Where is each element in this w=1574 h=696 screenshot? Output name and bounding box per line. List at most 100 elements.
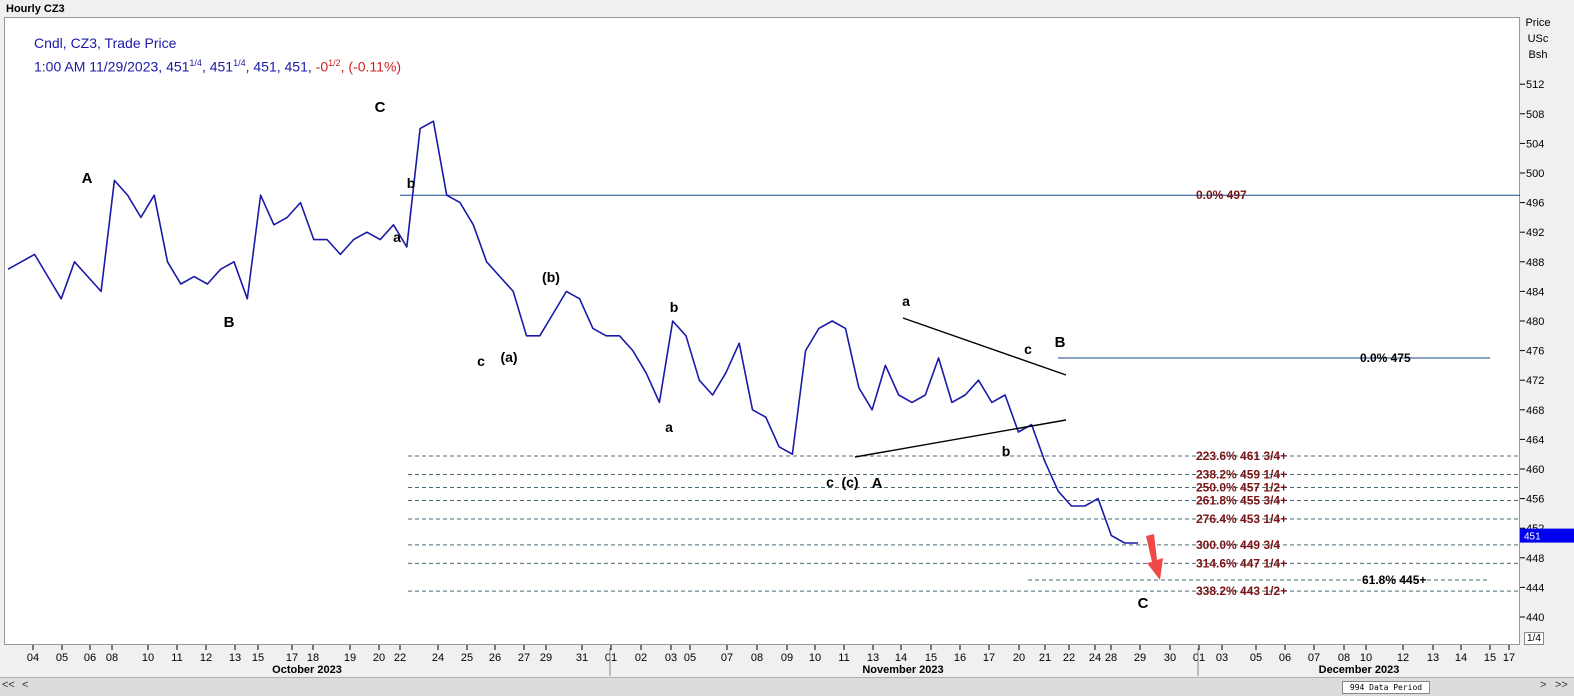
x-tick-label: 11 [171,652,182,664]
x-tick-label: 07 [1308,652,1320,664]
triangle-upper-line [902,317,1067,376]
current-price-marker [1520,528,1574,543]
wave-label: b [1002,443,1011,459]
y-tick-label: 496 [1526,198,1544,210]
x-tick-label: 29 [540,652,552,664]
y-tick-label: 440 [1526,612,1544,624]
x-month-label: December 2023 [1319,664,1400,676]
wave-label: a [393,229,401,245]
x-month-label: November 2023 [862,664,943,676]
x-tick-label: 21 [1039,652,1051,664]
x-tick-label: 07 [721,652,733,664]
x-tick-label: 10 [142,652,154,664]
x-tick-label: 03 [1216,652,1228,664]
x-tick-label: 12 [200,652,212,664]
scroll-right-button[interactable]: > [1540,679,1547,691]
x-tick-label: 24 [1089,652,1101,664]
wave-label: c [826,474,834,490]
wave-label: A [872,475,883,492]
y-tick-label: 472 [1526,375,1544,387]
y-tick-label: 500 [1526,168,1544,180]
plot-frame[interactable] [4,17,1520,645]
x-tick-label: 27 [518,652,530,664]
y-tick-label: 484 [1526,286,1544,298]
scroll-last-button[interactable]: >> [1555,679,1568,691]
fib-level-label: 61.8% 445+ [1362,573,1426,587]
y-tick-label: 460 [1526,464,1544,476]
x-tick-label: 01 [1193,652,1205,664]
legend-line-1: Cndl, CZ3, Trade Price [34,35,177,51]
x-tick-label: 13 [867,652,879,664]
wave-label: b [670,299,679,315]
legend-line-2: 1:00 AM 11/29/2023, 4511/4, 4511/4, 451,… [34,58,402,75]
x-tick-label: 10 [1360,652,1372,664]
fib-level-label: 0.0% 475 [1360,351,1411,365]
x-tick-label: 17 [286,652,298,664]
horizontal-scrollbar[interactable]: << < > >> 994 Data Period [0,677,1574,696]
wave-label: (c) [841,474,858,490]
y-tick-label: 448 [1526,553,1544,565]
y-tick-label: 512 [1526,79,1544,91]
x-tick-label: 08 [106,652,118,664]
current-price-text: 451 [1524,532,1541,543]
y-tick-label: 476 [1526,346,1544,358]
x-tick-label: 08 [751,652,763,664]
page-indicator[interactable]: 1/4 [1524,632,1544,645]
axis-header-line: Price [1525,17,1550,29]
x-tick-label: 14 [1455,652,1467,664]
x-tick-label: 12 [1397,652,1409,664]
wave-label: B [224,314,235,331]
scroll-first-button[interactable]: << [2,679,15,691]
y-tick-label: 504 [1526,138,1544,150]
y-tick-label: 468 [1526,405,1544,417]
x-tick-label: 10 [809,652,821,664]
fib-level-label: 223.6% 461 3/4+ [1196,449,1287,463]
wave-label: a [665,419,673,435]
fib-level-label: 314.6% 447 1/4+ [1196,556,1287,570]
x-month-label: October 2023 [272,664,342,676]
wave-label: C [375,99,386,116]
x-tick-label: 13 [229,652,241,664]
x-tick-label: 05 [684,652,696,664]
fib-level-label: 300.0% 449 3/4 [1196,538,1280,552]
chart-window-title: Hourly CZ3 [6,3,65,15]
y-tick-label: 508 [1526,109,1544,121]
axis-header-line: USc [1528,33,1549,45]
x-tick-label: 05 [56,652,68,664]
x-tick-label: 26 [489,652,501,664]
x-tick-label: 15 [1484,652,1496,664]
wave-label: (a) [500,349,517,365]
x-tick-label: 16 [954,652,966,664]
x-tick-label: 15 [252,652,264,664]
y-tick-label: 464 [1526,434,1544,446]
x-tick-label: 31 [576,652,588,664]
wave-label: A [82,170,93,187]
wave-label: a [902,293,910,309]
wave-label: B [1055,334,1066,351]
x-tick-label: 30 [1164,652,1176,664]
x-tick-label: 08 [1338,652,1350,664]
triangle-lower-line [854,419,1067,458]
x-tick-label: 22 [394,652,406,664]
fib-level-label: 338.2% 443 1/2+ [1196,584,1287,598]
y-tick-label: 492 [1526,227,1544,239]
wave-label: (b) [542,269,560,285]
x-tick-label: 13 [1427,652,1439,664]
fib-level-label: 250.0% 457 1/2+ [1196,481,1287,495]
wave-label: c [477,353,485,369]
x-tick-label: 01 [605,652,617,664]
fib-level-label: 261.8% 455 3/4+ [1196,493,1287,507]
x-tick-label: 14 [895,652,907,664]
x-tick-label: 05 [1250,652,1262,664]
x-tick-label: 06 [84,652,96,664]
x-tick-label: 29 [1134,652,1146,664]
x-tick-label: 18 [307,652,319,664]
y-tick-label: 480 [1526,316,1544,328]
scroll-left-button[interactable]: < [22,679,29,691]
x-tick-label: 17 [983,652,995,664]
data-period-box[interactable]: 994 Data Period [1342,681,1430,694]
x-tick-label: 25 [461,652,473,664]
x-tick-label: 11 [838,652,849,664]
axis-header-line: Bsh [1529,49,1548,61]
